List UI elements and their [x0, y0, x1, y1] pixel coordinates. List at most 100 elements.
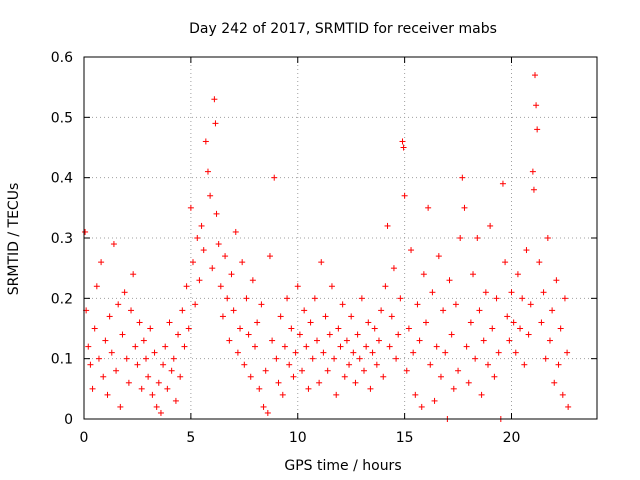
- data-point: [95, 355, 102, 362]
- data-point: [311, 295, 318, 302]
- data-point: [527, 301, 534, 308]
- data-point: [536, 259, 543, 266]
- grid-layer: [84, 57, 597, 419]
- data-point: [292, 349, 299, 356]
- data-point: [108, 349, 115, 356]
- data-point: [423, 319, 429, 326]
- data-point: [98, 259, 105, 266]
- data-point: [271, 174, 278, 181]
- data-point: [91, 325, 98, 332]
- data-point: [170, 355, 177, 362]
- data-point: [390, 265, 397, 272]
- data-point: [395, 331, 402, 338]
- data-point: [110, 241, 117, 248]
- tick-layer: 0 0.1 0.2 0.3 0.4 0.5 0.6 0 5 10 15 20: [51, 50, 597, 446]
- data-point: [258, 301, 265, 308]
- data-point: [328, 283, 335, 290]
- data-point: [386, 343, 393, 350]
- data-point: [140, 337, 147, 344]
- data-point: [408, 247, 415, 254]
- data-point: [478, 391, 485, 398]
- y-tick-label: 0.3: [51, 231, 73, 247]
- data-point: [89, 385, 96, 392]
- data-point: [401, 192, 408, 199]
- data-point: [254, 319, 261, 326]
- data-point: [269, 337, 276, 344]
- data-point: [123, 355, 130, 362]
- data-point: [358, 295, 365, 302]
- data-point: [514, 271, 521, 278]
- data-point: [183, 283, 190, 290]
- y-axis-label: SRMTID / TECUs: [6, 183, 22, 296]
- data-point: [425, 204, 432, 211]
- data-point: [399, 138, 406, 145]
- y-tick-label: 0: [64, 412, 73, 428]
- data-point: [388, 313, 395, 320]
- data-point: [506, 337, 513, 344]
- data-point: [333, 391, 340, 398]
- data-point: [290, 373, 297, 380]
- data-point: [476, 307, 483, 314]
- data-point: [455, 367, 462, 374]
- data-point: [202, 138, 209, 145]
- data-point: [442, 349, 449, 356]
- chart-title: Day 242 of 2017, SRMTID for receiver mab…: [189, 21, 497, 37]
- data-point: [85, 343, 92, 350]
- data-point: [416, 337, 423, 344]
- data-point: [429, 289, 436, 296]
- data-point: [117, 403, 124, 410]
- data-point: [546, 337, 553, 344]
- data-point: [82, 228, 89, 235]
- data-point: [162, 343, 169, 350]
- data-point: [346, 361, 353, 368]
- data-point: [138, 385, 145, 392]
- data-point: [93, 283, 100, 290]
- data-point: [512, 349, 519, 356]
- data-point: [544, 235, 551, 241]
- y-tick-label: 0.5: [51, 110, 73, 126]
- data-point: [517, 325, 524, 332]
- data-point: [196, 277, 203, 284]
- data-point: [187, 204, 194, 211]
- data-point: [294, 283, 301, 290]
- data-point: [508, 289, 515, 296]
- data-point: [128, 307, 135, 314]
- data-point: [530, 186, 537, 193]
- data-point: [534, 126, 541, 133]
- data-point: [440, 307, 447, 314]
- data-point: [288, 325, 295, 332]
- x-tick-label: 0: [80, 430, 89, 446]
- data-point: [484, 361, 491, 368]
- data-point: [491, 373, 498, 380]
- data-point: [226, 337, 233, 344]
- data-point: [157, 409, 164, 416]
- data-point: [335, 325, 342, 332]
- data-point: [480, 337, 487, 344]
- data-point: [369, 349, 376, 356]
- data-point: [557, 325, 564, 332]
- data-point: [313, 337, 320, 344]
- data-point: [222, 253, 229, 260]
- data-point: [279, 391, 286, 398]
- x-tick-label: 10: [289, 430, 307, 446]
- data-point: [190, 259, 197, 266]
- data-point: [564, 349, 571, 356]
- data-point: [465, 379, 472, 386]
- data-point: [373, 361, 380, 368]
- data-point: [542, 355, 549, 362]
- data-point: [234, 349, 241, 356]
- data-point: [489, 325, 496, 332]
- data-point: [493, 295, 500, 302]
- data-point: [121, 289, 128, 296]
- data-point: [375, 337, 382, 344]
- data-point: [106, 313, 113, 320]
- data-point: [277, 313, 284, 320]
- data-point: [487, 222, 494, 229]
- data-point: [136, 319, 143, 326]
- data-point: [365, 319, 372, 326]
- data-point: [307, 319, 314, 326]
- x-axis-label: GPS time / hours: [284, 458, 401, 474]
- data-point: [305, 385, 312, 392]
- data-point: [549, 307, 556, 314]
- data-point: [452, 301, 459, 308]
